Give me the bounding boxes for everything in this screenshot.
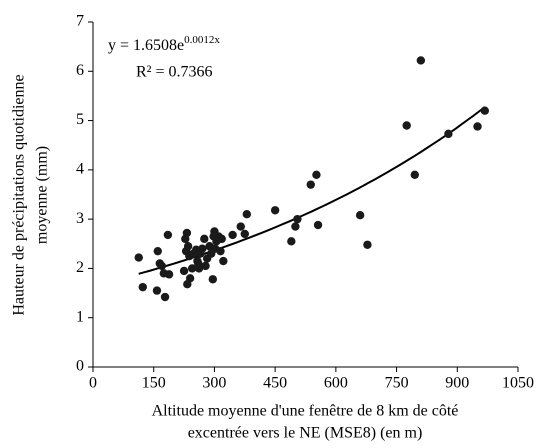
data-point	[216, 246, 225, 256]
data-point	[187, 264, 197, 273]
data-point	[306, 180, 315, 189]
x-tick-label: 150	[142, 375, 166, 392]
y-axis-label: moyenne (mm)	[34, 146, 51, 244]
data-point	[312, 170, 321, 179]
data-point	[291, 222, 300, 231]
y-tick-label: 7	[76, 13, 84, 30]
y-axis-label: Hauteur de précipitations quotidienne	[11, 74, 28, 315]
data-point	[157, 261, 167, 271]
data-point	[363, 240, 372, 249]
data-point	[138, 282, 147, 292]
data-point	[355, 211, 365, 220]
data-point	[444, 129, 453, 139]
x-tick-label: 1050	[502, 375, 534, 392]
y-tick-label: 5	[76, 111, 84, 128]
data-point	[201, 261, 210, 271]
data-point	[200, 234, 209, 244]
r-squared: R² = 0.7366	[136, 64, 213, 81]
data-point	[152, 286, 162, 295]
data-point	[185, 274, 195, 283]
data-point	[160, 292, 170, 302]
data-point	[313, 220, 323, 230]
x-tick-label: 750	[385, 375, 409, 392]
data-point	[179, 266, 189, 276]
data-point	[473, 122, 482, 131]
data-point	[270, 206, 280, 215]
data-point	[287, 237, 296, 246]
data-point	[217, 234, 226, 244]
equation-exponent: 0.0012x	[184, 34, 220, 46]
equation-main: y = 1.6508e	[108, 37, 184, 54]
data-point	[134, 253, 143, 262]
data-point	[194, 264, 204, 273]
equation: y = 1.6508e0.0012x	[108, 34, 220, 54]
y-tick-label: 6	[76, 62, 84, 79]
data-point	[410, 170, 419, 179]
x-axis-label: excentrée vers le NE (MSE8) (en m)	[188, 425, 423, 442]
data-point	[236, 222, 245, 231]
y-tick-label: 2	[76, 259, 84, 276]
data-point	[153, 246, 162, 256]
x-tick-label: 900	[445, 375, 469, 392]
x-axis-label: Altitude moyenne d'une fenêtre de 8 km d…	[152, 403, 459, 420]
y-tick-label: 4	[76, 161, 84, 178]
data-point	[182, 228, 192, 238]
data-point	[242, 210, 252, 219]
data-point	[219, 256, 228, 266]
data-point	[208, 275, 218, 284]
data-point	[240, 229, 249, 239]
x-tick-label: 300	[202, 375, 226, 392]
data-point	[416, 56, 426, 65]
data-point	[163, 230, 173, 240]
x-tick-label: 0	[89, 375, 97, 392]
x-tick-label: 600	[324, 375, 348, 392]
data-point	[164, 270, 174, 279]
data-point	[480, 106, 490, 115]
y-tick-label: 3	[76, 210, 84, 227]
data-point	[228, 230, 237, 240]
data-point	[198, 244, 207, 253]
data-point	[402, 121, 411, 130]
y-tick-label: 1	[76, 308, 84, 325]
data-point	[183, 242, 193, 251]
data-point	[293, 214, 302, 224]
x-tick-label: 450	[263, 375, 287, 392]
y-tick-label: 0	[76, 358, 84, 375]
